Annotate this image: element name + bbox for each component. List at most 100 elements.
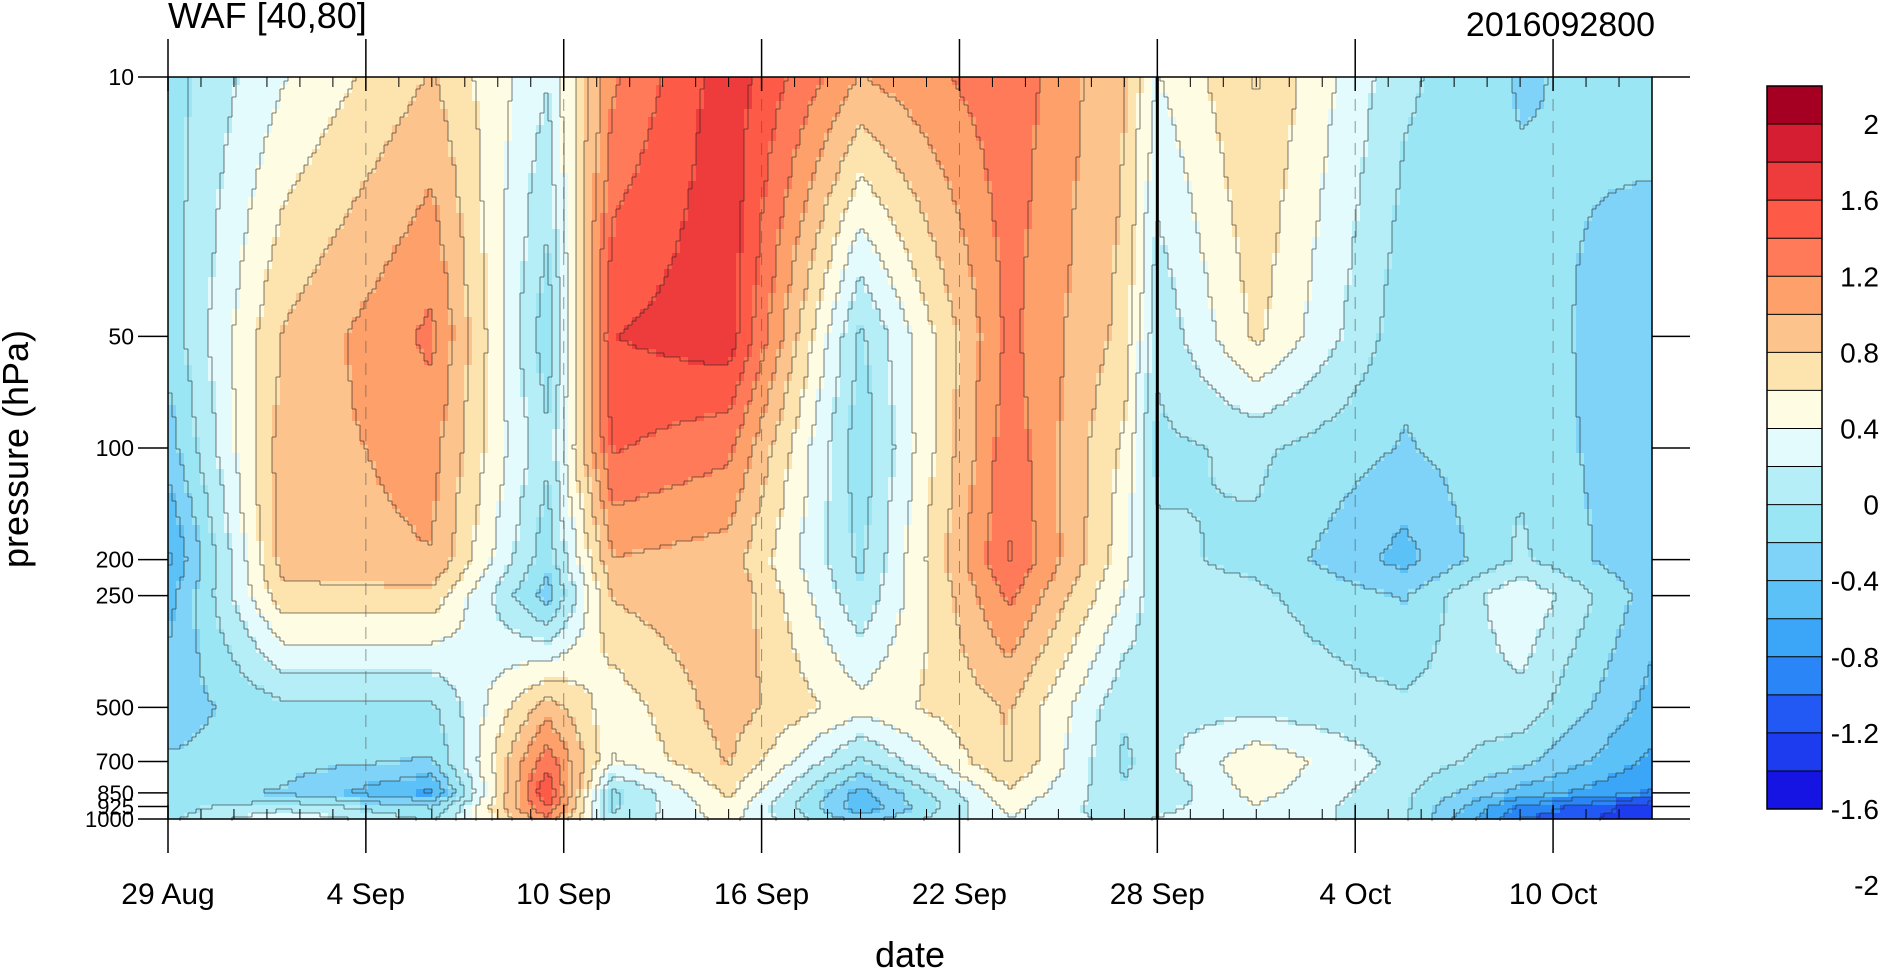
heat-cell	[1104, 221, 1113, 230]
heat-cell	[648, 221, 657, 230]
heat-cell	[1040, 133, 1049, 142]
heat-cell	[952, 157, 961, 166]
heat-cell	[1112, 285, 1121, 294]
heat-cell	[1328, 229, 1337, 238]
heat-cell	[1384, 117, 1393, 126]
heat-cell	[768, 117, 777, 126]
heat-cell	[1624, 77, 1633, 86]
heat-cell	[824, 149, 833, 158]
heat-cell	[1096, 245, 1105, 254]
heat-cell	[544, 189, 553, 198]
heat-cell	[1168, 165, 1177, 174]
heat-cell	[520, 101, 529, 110]
heat-cell	[344, 237, 353, 246]
heat-cell	[1568, 125, 1577, 134]
heat-cell	[1512, 253, 1521, 262]
heat-cell	[976, 85, 985, 94]
heat-cell	[1424, 157, 1433, 166]
heat-cell	[1360, 245, 1369, 254]
heat-cell	[904, 285, 913, 294]
heat-cell	[1520, 157, 1529, 166]
heat-cell	[720, 181, 729, 190]
heat-cell	[496, 213, 505, 222]
heat-cell	[384, 109, 393, 118]
heat-cell	[1472, 117, 1481, 126]
heat-cell	[1168, 245, 1177, 254]
heat-cell	[1200, 117, 1209, 126]
heat-cell	[552, 173, 561, 182]
heat-cell	[568, 237, 577, 246]
heat-cell	[512, 181, 521, 190]
heat-cell	[576, 117, 585, 126]
heat-cell	[1488, 101, 1497, 110]
heat-cell	[208, 237, 217, 246]
heat-cell	[1424, 117, 1433, 126]
heat-cell	[320, 237, 329, 246]
heat-cell	[320, 269, 329, 278]
heat-cell	[928, 213, 937, 222]
heat-cell	[1144, 285, 1153, 294]
heat-cell	[1088, 245, 1097, 254]
heat-cell	[1376, 101, 1385, 110]
heat-cell	[992, 85, 1001, 94]
heat-cell	[1328, 285, 1337, 294]
heat-cell	[504, 261, 513, 270]
heat-cell	[1208, 269, 1217, 278]
heat-cell	[1304, 245, 1313, 254]
heat-cell	[312, 197, 321, 206]
heat-cell	[768, 93, 777, 102]
heat-cell	[752, 213, 761, 222]
heat-cell	[1400, 117, 1409, 126]
heat-cell	[368, 197, 377, 206]
heat-cell	[1400, 125, 1409, 134]
heat-cell	[400, 141, 409, 150]
heat-cell	[1376, 77, 1385, 86]
heat-cell	[1128, 133, 1137, 142]
heat-cell	[744, 141, 753, 150]
heat-cell	[312, 285, 321, 294]
heat-cell	[232, 221, 241, 230]
heat-cell	[1440, 189, 1449, 198]
heat-cell	[1560, 165, 1569, 174]
heat-cell	[240, 205, 249, 214]
heat-cell	[272, 197, 281, 206]
heat-cell	[408, 245, 417, 254]
heat-cell	[512, 237, 521, 246]
heat-cell	[1384, 229, 1393, 238]
heat-cell	[1128, 189, 1137, 198]
heat-cell	[624, 197, 633, 206]
heat-cell	[568, 173, 577, 182]
heat-cell	[400, 269, 409, 278]
heat-cell	[1360, 133, 1369, 142]
heat-cell	[368, 181, 377, 190]
heat-cell	[1440, 181, 1449, 190]
heat-cell	[1184, 285, 1193, 294]
heat-cell	[944, 93, 953, 102]
heat-cell	[496, 173, 505, 182]
heat-cell	[608, 285, 617, 294]
heat-cell	[320, 173, 329, 182]
heat-cell	[600, 85, 609, 94]
heat-cell	[1184, 213, 1193, 222]
heat-cell	[552, 141, 561, 150]
heat-cell	[1000, 285, 1009, 294]
heat-cell	[1432, 285, 1441, 294]
heat-cell	[1600, 101, 1609, 110]
heat-cell	[464, 229, 473, 238]
heat-cell	[1288, 173, 1297, 182]
heat-cell	[1096, 277, 1105, 286]
heat-cell	[1416, 253, 1425, 262]
heat-cell	[1584, 109, 1593, 118]
heat-cell	[1008, 165, 1017, 174]
heat-cell	[1440, 157, 1449, 166]
heat-cell	[1008, 205, 1017, 214]
heat-cell	[1200, 285, 1209, 294]
heat-cell	[1080, 253, 1089, 262]
heat-cell	[1064, 173, 1073, 182]
heat-cell	[760, 133, 769, 142]
heat-cell	[1576, 165, 1585, 174]
heat-cell	[1248, 189, 1257, 198]
heat-cell	[320, 221, 329, 230]
heat-cell	[200, 277, 209, 286]
heat-cell	[368, 157, 377, 166]
